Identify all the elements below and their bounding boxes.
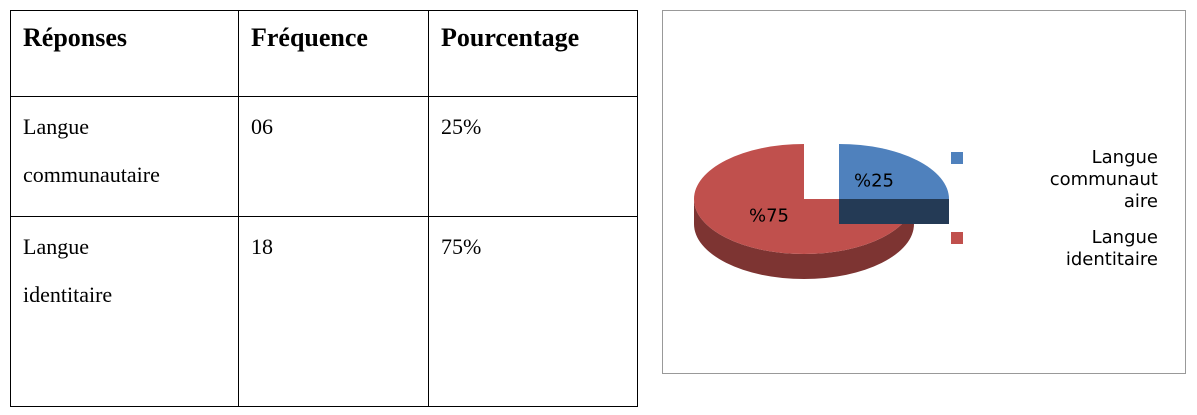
legend-swatch	[951, 232, 963, 244]
cell-text: Langue identitaire	[23, 234, 113, 307]
header-cell: Pourcentage	[428, 10, 638, 97]
chart-frame: %75 %25 Langue communautaire Langue identi…	[662, 10, 1186, 374]
cell: Langue communautaire	[10, 96, 239, 217]
slice	[694, 144, 914, 254]
cell-text: Langue communautaire	[23, 114, 160, 187]
legend-label: Langue communautaire	[1049, 147, 1158, 212]
legend-label: Langue identitaire	[1065, 227, 1158, 270]
cell: 18	[238, 216, 429, 407]
header-cell: Fréquence	[238, 10, 429, 97]
header-cell: Réponses	[10, 10, 239, 97]
slice	[839, 144, 949, 199]
cell: Langue identitaire	[10, 216, 239, 407]
chart: %75 %25	[694, 144, 949, 279]
data-table: Réponses Fréquence Pourcentage Langue co…	[10, 10, 638, 407]
cell: 06	[238, 96, 429, 217]
header-row: Réponses Fréquence Pourcentage	[10, 10, 638, 97]
data-label: %25	[854, 170, 894, 191]
data-label: %75	[749, 206, 789, 227]
slice-face	[839, 199, 949, 224]
cell: 75%	[428, 216, 638, 407]
cell: 25%	[428, 96, 638, 217]
legend-entry: Langue identitaire	[951, 227, 1158, 271]
legend-swatch	[951, 152, 963, 164]
legend: Langue communautaire Langue identitaire	[951, 147, 1158, 285]
row: Langue identitaire 18 75%	[10, 216, 638, 407]
row: Langue communautaire 06 25%	[10, 96, 638, 217]
slice-side	[694, 199, 914, 279]
legend-entry: Langue communautaire	[951, 147, 1158, 213]
